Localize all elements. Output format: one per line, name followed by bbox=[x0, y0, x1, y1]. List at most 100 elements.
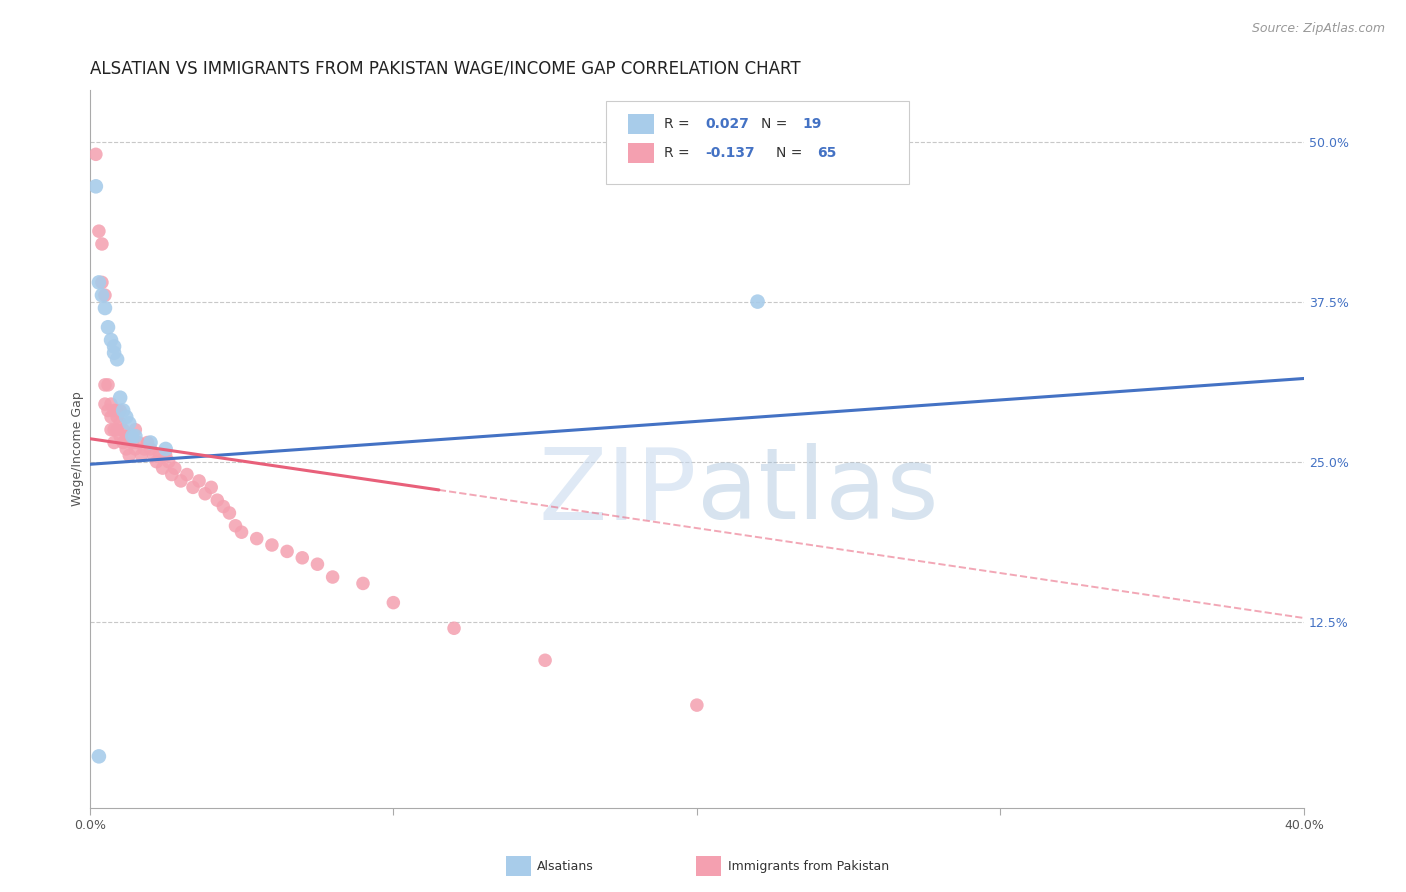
Point bbox=[747, 294, 769, 309]
Point bbox=[87, 276, 110, 290]
Point bbox=[246, 532, 269, 546]
Point bbox=[103, 423, 125, 437]
Point bbox=[322, 570, 344, 584]
Text: N =: N = bbox=[761, 117, 792, 131]
Point bbox=[91, 288, 114, 302]
Point bbox=[155, 448, 177, 462]
Point bbox=[534, 653, 557, 667]
Point bbox=[307, 558, 329, 572]
Point bbox=[181, 480, 204, 494]
Point bbox=[118, 429, 141, 443]
Point bbox=[94, 397, 117, 411]
Point bbox=[105, 423, 128, 437]
Text: 65: 65 bbox=[817, 145, 837, 160]
Point bbox=[127, 435, 149, 450]
Point bbox=[352, 576, 374, 591]
Point bbox=[160, 467, 183, 482]
Point bbox=[382, 596, 405, 610]
Point bbox=[194, 487, 217, 501]
Text: atlas: atlas bbox=[697, 443, 938, 541]
Point bbox=[139, 435, 162, 450]
Point bbox=[100, 409, 122, 424]
Text: Alsatians: Alsatians bbox=[537, 860, 593, 872]
Point bbox=[139, 442, 162, 456]
Point bbox=[112, 403, 135, 417]
Y-axis label: Wage/Income Gap: Wage/Income Gap bbox=[72, 392, 84, 507]
Point bbox=[112, 423, 135, 437]
Point bbox=[170, 474, 193, 488]
Point bbox=[443, 621, 465, 635]
Point bbox=[100, 423, 122, 437]
Point bbox=[84, 179, 107, 194]
Text: R =: R = bbox=[664, 145, 695, 160]
Text: ZIP: ZIP bbox=[538, 443, 697, 541]
Point bbox=[142, 448, 165, 462]
Point bbox=[108, 417, 131, 431]
Point bbox=[84, 147, 107, 161]
Text: 0.027: 0.027 bbox=[706, 117, 749, 131]
Point bbox=[231, 525, 253, 540]
Point bbox=[105, 409, 128, 424]
FancyBboxPatch shape bbox=[606, 101, 910, 184]
Point bbox=[163, 461, 186, 475]
Point bbox=[91, 237, 114, 252]
Point bbox=[103, 435, 125, 450]
Point bbox=[218, 506, 240, 520]
Point bbox=[97, 403, 120, 417]
Point bbox=[200, 480, 222, 494]
Point bbox=[260, 538, 283, 552]
Text: -0.137: -0.137 bbox=[706, 145, 755, 160]
Point bbox=[97, 377, 120, 392]
Point bbox=[94, 288, 117, 302]
Point bbox=[94, 377, 117, 392]
Point bbox=[108, 403, 131, 417]
Point bbox=[291, 550, 314, 565]
Point bbox=[188, 474, 211, 488]
Point bbox=[149, 448, 172, 462]
Point bbox=[97, 320, 120, 334]
Text: Source: ZipAtlas.com: Source: ZipAtlas.com bbox=[1251, 22, 1385, 36]
Point bbox=[115, 429, 138, 443]
Point bbox=[105, 403, 128, 417]
Point bbox=[207, 493, 229, 508]
Point bbox=[157, 455, 180, 469]
Point bbox=[121, 429, 143, 443]
Point bbox=[103, 346, 125, 360]
Point bbox=[176, 467, 198, 482]
Point bbox=[103, 339, 125, 353]
Text: Immigrants from Pakistan: Immigrants from Pakistan bbox=[728, 860, 890, 872]
Point bbox=[103, 403, 125, 417]
Point bbox=[108, 391, 131, 405]
Point bbox=[686, 698, 709, 712]
Point bbox=[155, 442, 177, 456]
Point bbox=[212, 500, 235, 514]
Point bbox=[276, 544, 298, 558]
Point bbox=[124, 429, 146, 443]
Point bbox=[118, 448, 141, 462]
Point bbox=[115, 409, 138, 424]
FancyBboxPatch shape bbox=[627, 114, 654, 134]
Text: N =: N = bbox=[776, 145, 807, 160]
Point bbox=[131, 448, 153, 462]
Point bbox=[112, 435, 135, 450]
Point bbox=[224, 518, 246, 533]
Point bbox=[152, 461, 174, 475]
Point bbox=[87, 749, 110, 764]
Text: 19: 19 bbox=[803, 117, 823, 131]
Point bbox=[100, 397, 122, 411]
Point bbox=[91, 276, 114, 290]
Point bbox=[100, 333, 122, 347]
Point bbox=[115, 442, 138, 456]
Point bbox=[124, 442, 146, 456]
Point bbox=[87, 224, 110, 238]
Point bbox=[118, 417, 141, 431]
Point bbox=[124, 423, 146, 437]
Point bbox=[108, 429, 131, 443]
FancyBboxPatch shape bbox=[627, 143, 654, 162]
Text: R =: R = bbox=[664, 117, 695, 131]
Point bbox=[121, 435, 143, 450]
Point bbox=[136, 435, 159, 450]
Point bbox=[134, 442, 156, 456]
Point bbox=[105, 352, 128, 367]
Point bbox=[145, 455, 167, 469]
